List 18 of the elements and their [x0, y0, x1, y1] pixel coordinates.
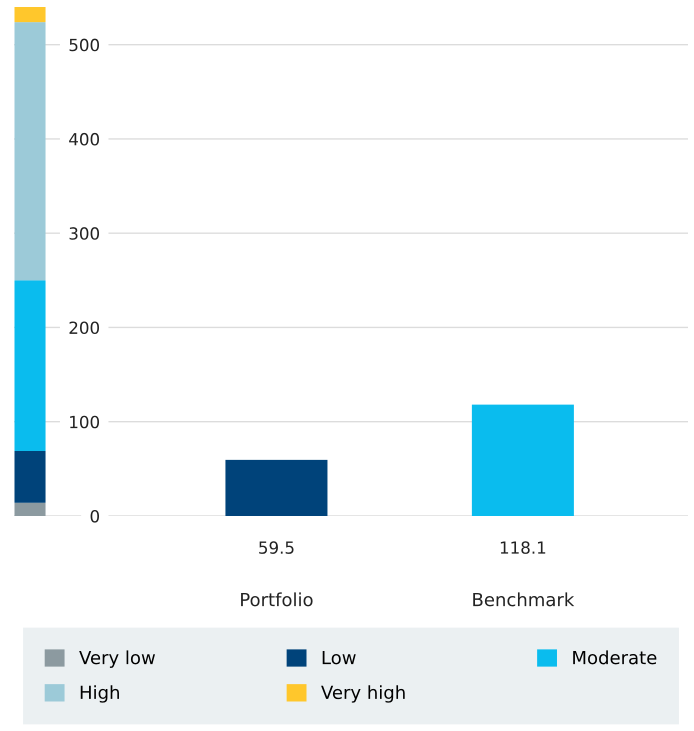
- y-tick-label: 200: [70, 321, 100, 334]
- y-tick-label: 0: [90, 510, 100, 523]
- y-tick-label: 500: [70, 38, 100, 52]
- data-label: 118.1: [500, 541, 546, 554]
- x-tick-label: Portfolio: [241, 592, 313, 606]
- data-label: 59.5: [259, 541, 294, 554]
- legend-label: Moderate: [573, 650, 656, 664]
- legend-label: Very low: [79, 650, 155, 668]
- y-tick-label: 100: [70, 416, 100, 428]
- legend-label: Very high: [321, 685, 405, 703]
- legend-label: Low: [322, 650, 356, 664]
- x-tick-label: Benchmark: [473, 592, 574, 606]
- bar: [14, 7, 46, 22]
- y-tick-label: 300: [70, 227, 100, 240]
- bar: [14, 502, 46, 516]
- bar: [14, 22, 46, 280]
- legend-label: High: [80, 685, 119, 703]
- y-tick-label: 400: [69, 132, 100, 146]
